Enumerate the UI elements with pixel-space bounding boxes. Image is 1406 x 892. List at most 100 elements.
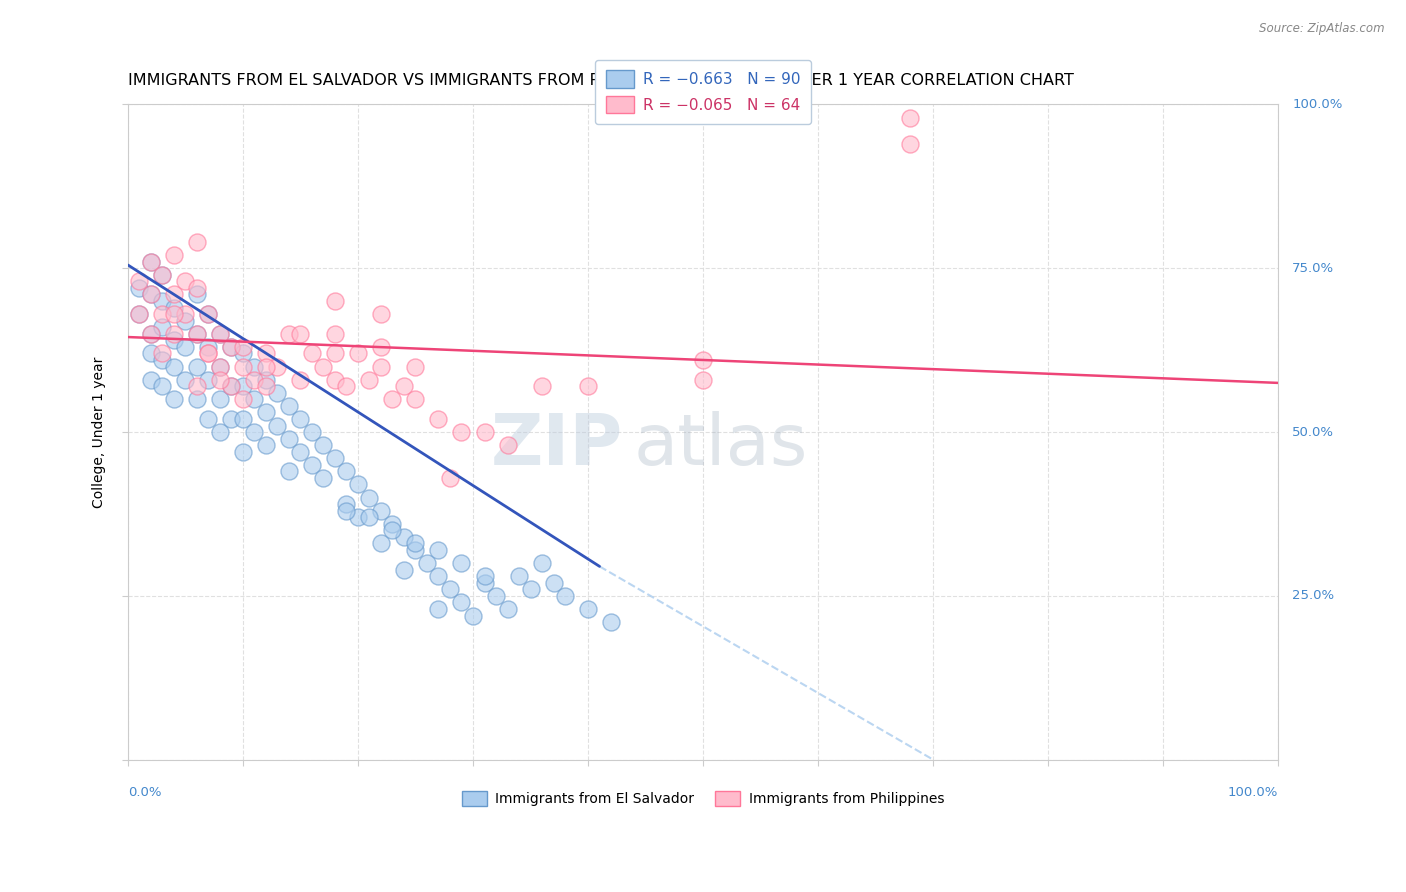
Point bbox=[301, 458, 323, 472]
Point bbox=[576, 602, 599, 616]
Point bbox=[370, 359, 392, 374]
Text: 0.0%: 0.0% bbox=[128, 786, 162, 799]
Point bbox=[128, 307, 150, 321]
Point bbox=[232, 392, 254, 407]
Point bbox=[150, 307, 173, 321]
Point bbox=[576, 379, 599, 393]
Point bbox=[128, 307, 150, 321]
Point bbox=[600, 615, 623, 629]
Point bbox=[163, 392, 186, 407]
Point bbox=[221, 379, 243, 393]
Point bbox=[301, 346, 323, 360]
Point bbox=[277, 464, 299, 478]
Point bbox=[290, 373, 312, 387]
Point bbox=[439, 471, 461, 485]
Point bbox=[221, 379, 243, 393]
Point bbox=[531, 379, 554, 393]
Point bbox=[208, 326, 231, 341]
Point bbox=[405, 392, 427, 407]
Point bbox=[427, 412, 450, 426]
Point bbox=[150, 320, 173, 334]
Text: 100.0%: 100.0% bbox=[1292, 98, 1343, 111]
Point bbox=[232, 412, 254, 426]
Text: 75.0%: 75.0% bbox=[1292, 261, 1334, 275]
Point bbox=[150, 268, 173, 282]
Point bbox=[416, 556, 439, 570]
Point bbox=[186, 287, 208, 301]
Point bbox=[208, 359, 231, 374]
Point bbox=[508, 569, 530, 583]
Point bbox=[381, 392, 404, 407]
Point bbox=[450, 425, 472, 439]
Point bbox=[370, 307, 392, 321]
Point bbox=[531, 556, 554, 570]
Point bbox=[208, 392, 231, 407]
Point bbox=[150, 353, 173, 368]
Point bbox=[474, 575, 496, 590]
Point bbox=[197, 340, 219, 354]
Point bbox=[254, 359, 277, 374]
Point bbox=[221, 412, 243, 426]
Point bbox=[405, 543, 427, 558]
Point bbox=[266, 385, 288, 400]
Point bbox=[370, 504, 392, 518]
Point bbox=[359, 510, 381, 524]
Point bbox=[898, 136, 921, 151]
Point bbox=[197, 373, 219, 387]
Point bbox=[243, 359, 266, 374]
Point bbox=[186, 359, 208, 374]
Point bbox=[208, 359, 231, 374]
Point bbox=[208, 326, 231, 341]
Point bbox=[392, 379, 415, 393]
Point bbox=[359, 373, 381, 387]
Point bbox=[232, 359, 254, 374]
Text: 50.0%: 50.0% bbox=[1292, 425, 1334, 439]
Point bbox=[139, 326, 162, 341]
Point bbox=[554, 589, 576, 603]
Point bbox=[139, 373, 162, 387]
Point bbox=[519, 582, 541, 597]
Point bbox=[335, 464, 357, 478]
Point bbox=[381, 524, 404, 538]
Point bbox=[163, 287, 186, 301]
Point bbox=[392, 563, 415, 577]
Point bbox=[232, 346, 254, 360]
Point bbox=[427, 543, 450, 558]
Point bbox=[312, 471, 335, 485]
Point bbox=[347, 346, 370, 360]
Point bbox=[347, 510, 370, 524]
Point bbox=[405, 536, 427, 550]
Point bbox=[254, 346, 277, 360]
Point bbox=[692, 353, 714, 368]
Point bbox=[323, 293, 346, 308]
Point bbox=[163, 307, 186, 321]
Point bbox=[277, 326, 299, 341]
Point bbox=[323, 451, 346, 466]
Point bbox=[347, 477, 370, 491]
Point bbox=[197, 307, 219, 321]
Point bbox=[405, 359, 427, 374]
Point bbox=[139, 326, 162, 341]
Point bbox=[427, 602, 450, 616]
Point bbox=[186, 379, 208, 393]
Point bbox=[139, 254, 162, 268]
Point bbox=[139, 346, 162, 360]
Point bbox=[208, 373, 231, 387]
Point bbox=[898, 111, 921, 125]
Point bbox=[496, 438, 519, 452]
Y-axis label: College, Under 1 year: College, Under 1 year bbox=[93, 357, 107, 508]
Point bbox=[163, 326, 186, 341]
Point bbox=[485, 589, 508, 603]
Point bbox=[290, 444, 312, 458]
Text: 25.0%: 25.0% bbox=[1292, 590, 1334, 602]
Point bbox=[128, 274, 150, 288]
Point bbox=[186, 392, 208, 407]
Point bbox=[335, 504, 357, 518]
Point bbox=[139, 254, 162, 268]
Point bbox=[474, 425, 496, 439]
Point bbox=[197, 346, 219, 360]
Point bbox=[197, 412, 219, 426]
Point bbox=[277, 432, 299, 446]
Point bbox=[335, 379, 357, 393]
Point bbox=[290, 326, 312, 341]
